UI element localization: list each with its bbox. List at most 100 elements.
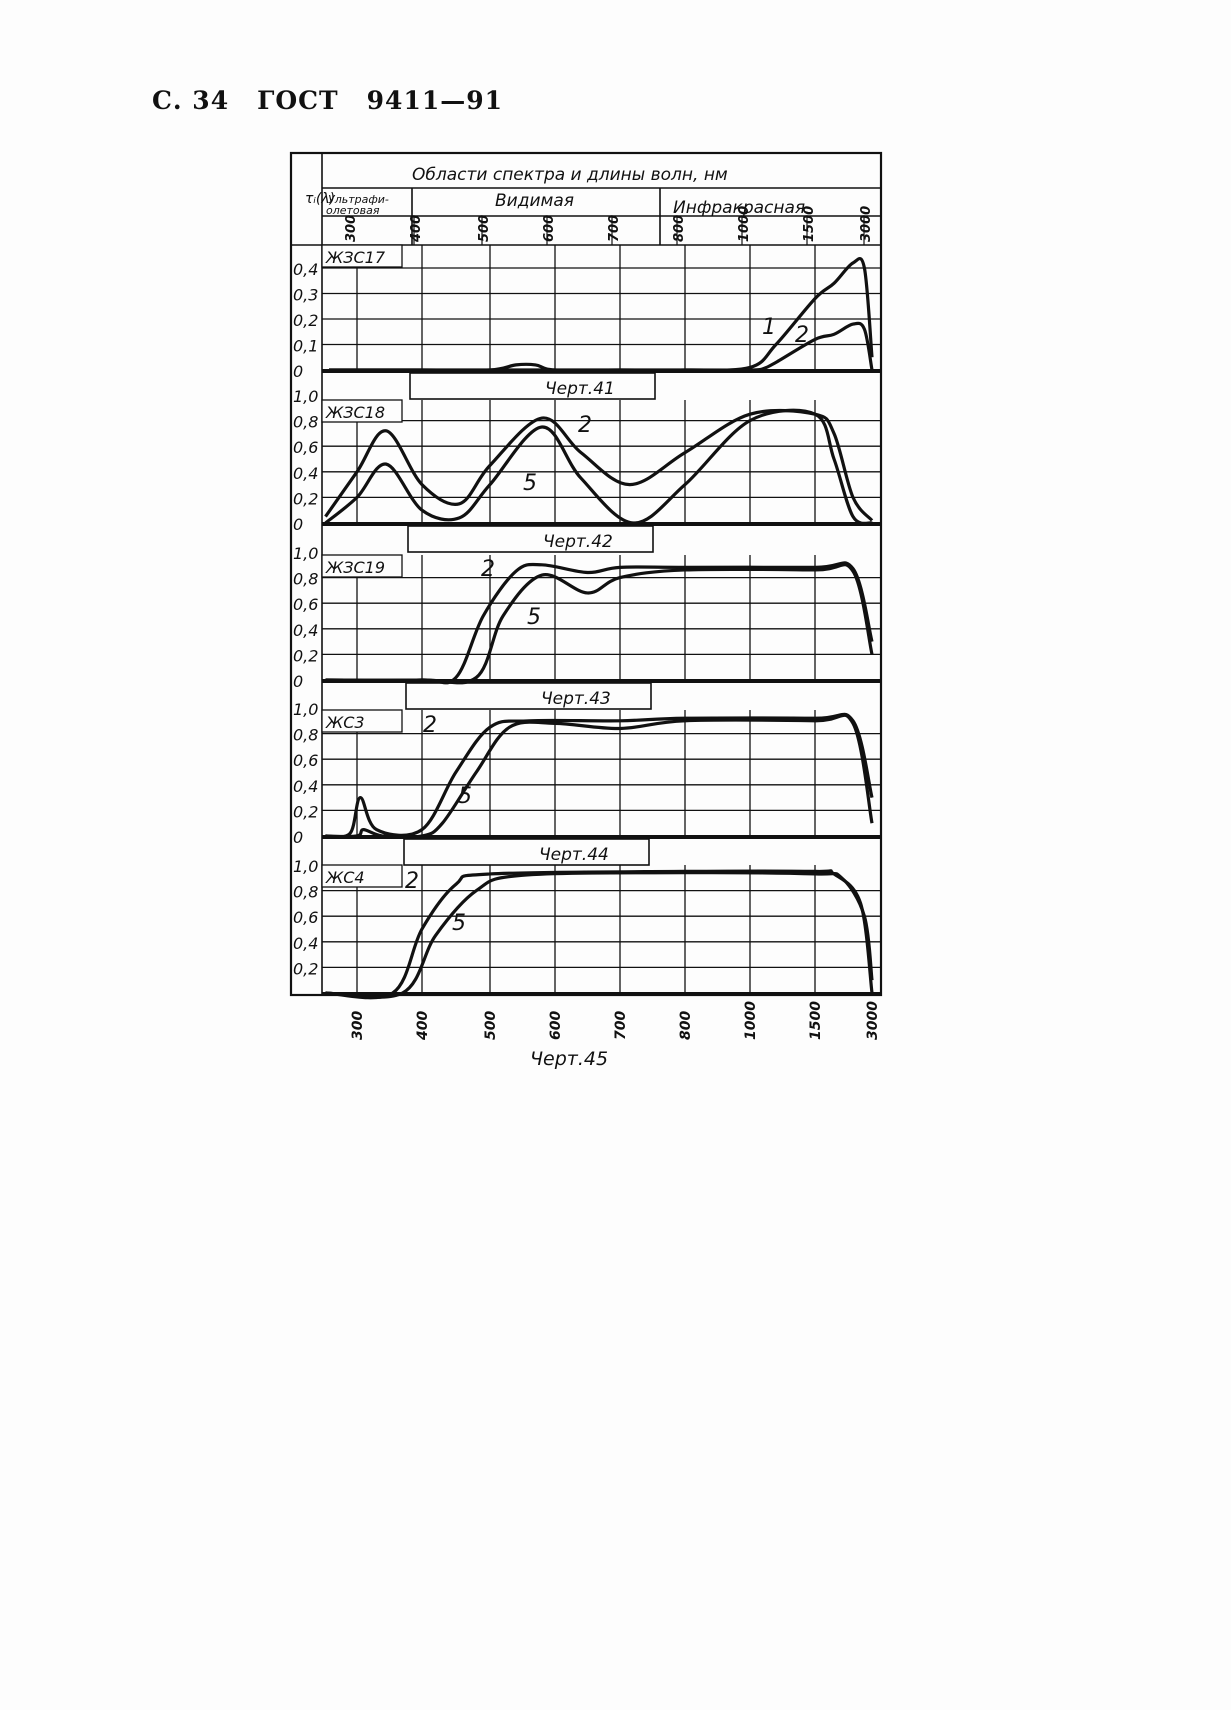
y-tick-label: 0,4 <box>293 777 318 796</box>
header-title: Области спектра и длины волн, нм <box>412 165 728 185</box>
curve-label: 5 <box>452 911 466 936</box>
region-uv-1: Ультрафи- <box>328 193 389 206</box>
y-tick-label: 0,2 <box>293 646 318 665</box>
y-tick-label: 0,4 <box>293 934 318 953</box>
panel-title-cell <box>321 864 403 888</box>
curve-label: 1 <box>762 315 776 340</box>
bottom-x-tick-label: 1500 <box>808 1001 824 1040</box>
y-tick-label: 0 <box>293 515 303 534</box>
y-tick-label: 0,3 <box>293 286 318 305</box>
y-tick-label: 0,6 <box>293 908 318 927</box>
y-tick-label: 0,8 <box>293 413 318 432</box>
panel-title: ЖЗС19 <box>325 558 385 577</box>
panel-title: ЖС3 <box>325 713 365 732</box>
curve-series-5 <box>325 713 874 839</box>
panel-title-cell <box>321 244 403 268</box>
bottom-x-tick-label: 800 <box>678 1011 694 1040</box>
y-tick-label: 0,2 <box>293 802 318 821</box>
curve-label: 5 <box>523 471 537 496</box>
y-tick-label: 0,4 <box>293 260 318 279</box>
region-infrared: Инфракрасная <box>673 198 805 218</box>
labels: 3003004004005005006006007007008008001000… <box>293 206 881 1070</box>
curve-label: 2 <box>795 323 809 348</box>
curve-label: 2 <box>423 713 437 738</box>
y-symbol: τᵢ(λ) <box>305 191 335 207</box>
bottom-x-tick-label: 500 <box>483 1011 499 1040</box>
y-tick-label: 0,4 <box>293 621 318 640</box>
panel-title: ЖЗС18 <box>325 403 385 422</box>
curves <box>324 257 874 1000</box>
curve-series-2 <box>328 321 874 372</box>
bottom-x-tick-label: 400 <box>415 1011 431 1041</box>
chart-caption: Черт.43 <box>541 689 611 709</box>
y-tick-label: 1,0 <box>293 857 318 876</box>
outer-border <box>289 151 883 997</box>
standard-label: ГОСТ <box>257 86 339 115</box>
y-tick-label: 0,4 <box>293 464 318 483</box>
table-frame <box>289 151 883 997</box>
caption-box <box>407 525 654 553</box>
y-tick-label: 0 <box>293 362 303 381</box>
curve-label: 2 <box>578 413 592 438</box>
y-tick-label: 0,1 <box>293 337 318 356</box>
caption-box <box>403 838 650 866</box>
header-x-tick-label: 600 <box>542 215 557 242</box>
y-tick-label: 0,6 <box>293 595 318 614</box>
y-tick-label: 1,0 <box>293 700 318 719</box>
y-tick-label: 0,2 <box>293 311 318 330</box>
caption-box <box>409 372 656 400</box>
bottom-x-tick-label: 1000 <box>743 1001 759 1040</box>
curve-label: 2 <box>405 869 419 894</box>
header-x-tick-label: 1500 <box>802 206 817 242</box>
header-x-tick-label: 300 <box>344 215 359 242</box>
curve-label: 5 <box>458 784 472 809</box>
region-uv-2: олетовая <box>326 204 380 217</box>
curve-series-2 <box>325 712 874 839</box>
panel-title-cell <box>321 554 403 578</box>
y-tick-label: 1,0 <box>293 387 318 406</box>
bottom-x-tick-label: 600 <box>548 1011 564 1040</box>
panel-title: ЖС4 <box>325 868 365 887</box>
header-x-tick-label: 500 <box>477 215 492 242</box>
header-x-tick-label: 1000 <box>737 206 752 242</box>
y-tick-label: 0,2 <box>293 489 318 508</box>
panel-title: ЖЗС17 <box>325 248 386 267</box>
curve-series-5 <box>324 408 873 525</box>
chart-caption: Черт.45 <box>530 1048 608 1070</box>
header-x-tick-label: 400 <box>409 215 424 243</box>
curve-label: 5 <box>527 605 541 630</box>
caption-box <box>405 682 652 710</box>
region-visible: Видимая <box>495 191 574 211</box>
page-number: С. 34 <box>152 86 230 115</box>
y-tick-label: 0,2 <box>293 959 318 978</box>
curve-series-5 <box>325 563 874 685</box>
header-x-tick-label: 700 <box>607 215 622 242</box>
header-x-tick-label: 800 <box>672 215 687 242</box>
curve-series-5 <box>325 871 874 999</box>
y-tick-label: 0,8 <box>293 726 318 745</box>
y-tick-label: 0 <box>293 672 303 691</box>
panel-title-cell <box>321 709 403 733</box>
curve-series-2 <box>325 561 874 685</box>
y-tick-label: 0 <box>293 828 303 847</box>
y-tick-label: 0,6 <box>293 751 318 770</box>
bottom-x-tick-label: 300 <box>350 1011 366 1040</box>
bottom-x-tick-label: 700 <box>613 1011 629 1040</box>
bottom-x-tick-label: 3000 <box>865 1001 881 1040</box>
y-tick-label: 0,8 <box>293 570 318 589</box>
panel-title-cell <box>321 399 403 423</box>
chart-caption: Черт.41 <box>545 379 615 399</box>
curve-series-2 <box>324 408 874 522</box>
grid <box>291 153 881 995</box>
chart-caption: Черт.44 <box>539 845 609 865</box>
page-header: С. 34 ГОСТ 9411—91 <box>152 86 531 115</box>
y-tick-label: 0,8 <box>293 883 318 902</box>
curve-label: 2 <box>481 557 495 582</box>
header-x-tick-label: 3000 <box>859 206 874 242</box>
standard-number: 9411—91 <box>366 86 504 115</box>
y-tick-label: 1,0 <box>293 544 318 563</box>
y-tick-label: 0,6 <box>293 438 318 457</box>
chart-caption: Черт.42 <box>543 532 613 552</box>
